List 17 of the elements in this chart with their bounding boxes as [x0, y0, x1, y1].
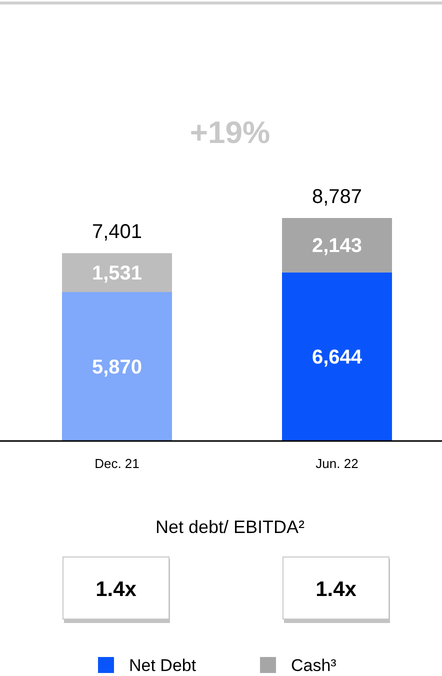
text: 1.4x [96, 578, 137, 601]
bar [62, 253, 172, 292]
bar [282, 272, 392, 441]
data-label: 5,870 [92, 356, 142, 379]
text: 1.4x [316, 578, 357, 601]
legend-label: Cash³ [291, 656, 337, 675]
legend-label: Net Debt [129, 656, 196, 675]
total-label: 7,401 [92, 221, 142, 244]
bar [282, 218, 392, 272]
data-label: 6,644 [312, 346, 363, 369]
x-tick-label: Dec. 21 [94, 456, 140, 471]
x-tick-label: Jun. 22 [316, 456, 358, 471]
text: Net debt/ EBITDA² [155, 517, 305, 537]
data-label: 2,143 [312, 235, 362, 258]
bar [62, 292, 172, 441]
data-label: 1,531 [92, 262, 142, 285]
total-label: 8,787 [312, 186, 362, 208]
